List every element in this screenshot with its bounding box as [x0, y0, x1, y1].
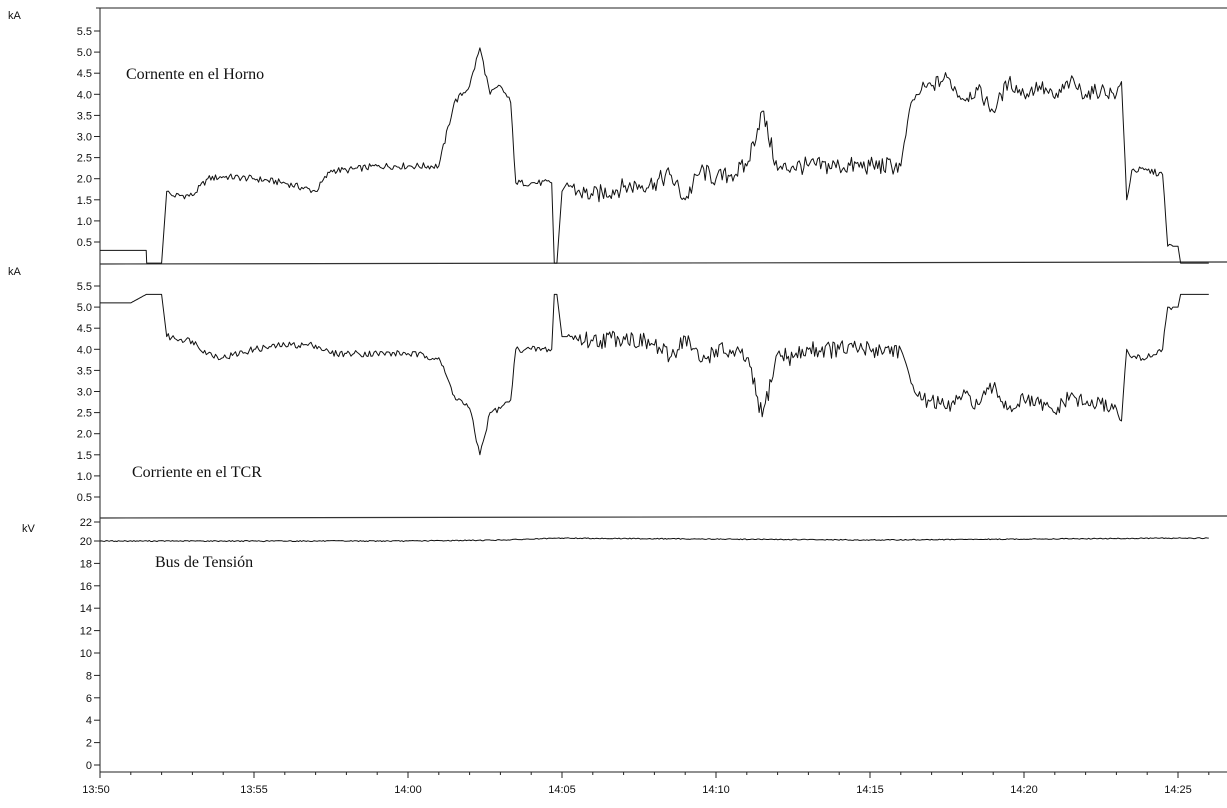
- series-line: [100, 47, 1209, 264]
- y-tick-label: 2.0: [77, 429, 92, 441]
- y-tick-label: 2.5: [77, 408, 92, 420]
- y-tick-label: 14: [80, 603, 92, 615]
- y-tick-label: 0.5: [77, 237, 92, 249]
- y-tick-label: 18: [80, 558, 92, 570]
- y-tick-label: 3.5: [77, 365, 92, 377]
- x-tick-label: 14:05: [548, 784, 576, 796]
- x-tick-label: 13:55: [240, 784, 268, 796]
- panel-title: Bus de Tensión: [155, 554, 253, 571]
- y-tick-label: 5.0: [77, 47, 92, 59]
- y-tick-label: 5.5: [77, 281, 92, 293]
- y-tick-label: 3.0: [77, 387, 92, 399]
- y-tick-label: 5.0: [77, 302, 92, 314]
- y-tick-label: 1.0: [77, 471, 92, 483]
- x-tick-label: 14:00: [394, 784, 422, 796]
- y-tick-label: 4.0: [77, 89, 92, 101]
- y-tick-label: 22: [80, 517, 92, 529]
- y-tick-label: 1.0: [77, 216, 92, 228]
- x-tick-label: 14:10: [702, 784, 730, 796]
- panel-separator: [99, 515, 1227, 519]
- y-tick-label: 10: [80, 648, 92, 660]
- y-tick-label: 16: [80, 581, 92, 593]
- y-tick-label: 4.5: [77, 323, 92, 335]
- y-tick-label: 2.0: [77, 174, 92, 186]
- y-tick-label: 4: [86, 715, 92, 727]
- y-unit-label: kV: [22, 523, 36, 535]
- x-tick-label: 14:20: [1010, 784, 1038, 796]
- panel-separator: [99, 261, 1227, 265]
- y-tick-label: 0: [86, 760, 92, 772]
- x-tick-label: 14:25: [1164, 784, 1192, 796]
- y-tick-label: 4.0: [77, 344, 92, 356]
- series-line: [99, 537, 1209, 543]
- y-tick-label: 5.5: [77, 26, 92, 38]
- y-unit-label: kA: [8, 266, 22, 278]
- y-tick-label: 1.5: [77, 450, 92, 462]
- y-unit-label: kA: [8, 10, 22, 22]
- y-tick-label: 3.0: [77, 132, 92, 144]
- x-tick-label: 13:50: [82, 784, 110, 796]
- y-tick-label: 3.5: [77, 110, 92, 122]
- y-tick-label: 12: [80, 626, 92, 638]
- y-tick-label: 8: [86, 670, 92, 682]
- series-line: [100, 293, 1209, 456]
- y-tick-label: 1.5: [77, 195, 92, 207]
- y-tick-label: 6: [86, 693, 92, 705]
- panel-title: Cornente en el Horno: [126, 66, 264, 83]
- y-tick-label: 2: [86, 738, 92, 750]
- x-tick-label: 14:15: [856, 784, 884, 796]
- y-tick-label: 20: [80, 536, 92, 548]
- y-tick-label: 0.5: [77, 492, 92, 504]
- y-tick-label: 4.5: [77, 68, 92, 80]
- y-tick-label: 2.5: [77, 153, 92, 165]
- panel-title: Corriente en el TCR: [132, 464, 262, 481]
